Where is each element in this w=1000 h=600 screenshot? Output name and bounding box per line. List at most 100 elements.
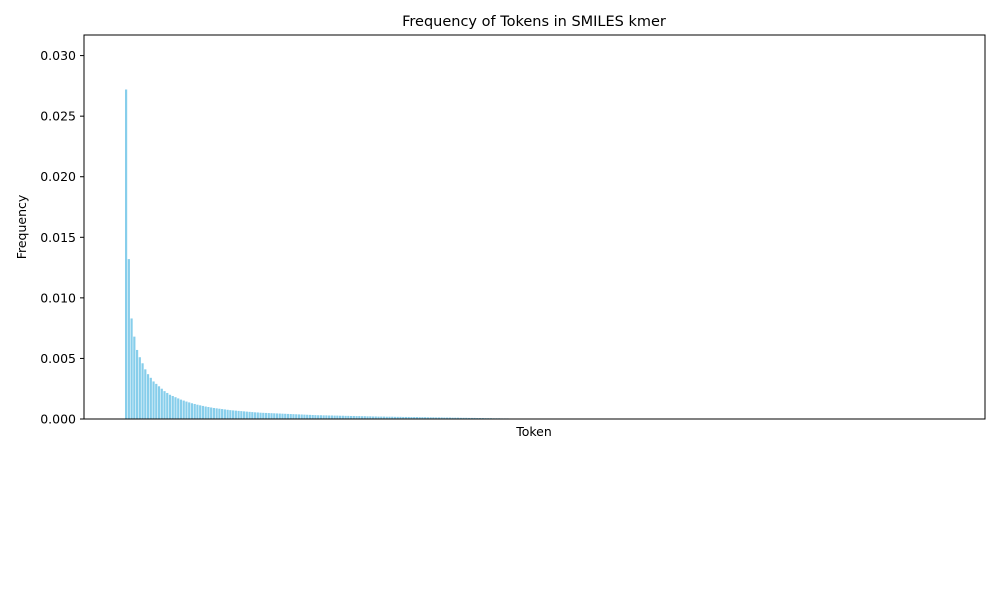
bar [201,405,205,419]
bar [456,417,460,419]
y-tick-label: 0.020 [40,169,76,184]
bar [355,416,358,419]
axes-frame [83,34,986,420]
bar [251,412,254,419]
bar [300,414,303,419]
bar [141,363,144,419]
bar [248,411,251,419]
bar [437,417,440,419]
bar [179,399,183,419]
bar [391,416,394,419]
y-axis-label: Frequency [14,194,29,259]
bar [275,413,279,419]
bar [286,413,290,419]
bar [339,415,342,419]
bar [385,416,388,419]
bar [144,369,147,419]
bar [182,400,185,419]
bar [196,404,199,419]
bar [352,415,355,419]
bar [443,417,446,419]
bar [289,414,292,419]
bar [402,416,405,419]
bar [371,416,375,419]
bar [138,357,141,419]
bar [218,408,221,419]
bar [330,415,333,419]
bar [393,416,397,419]
bar [135,349,139,419]
bar [467,417,471,419]
bar [360,416,364,419]
bar [284,413,287,419]
bar [146,374,150,419]
bar [221,409,224,419]
bar [319,415,323,419]
bar [314,415,317,419]
bar [377,416,380,419]
x-axis-label: Token [515,424,552,439]
bar [149,377,152,419]
bar [157,386,161,419]
bar [429,417,432,419]
bar [193,403,196,419]
bar [212,407,215,419]
bar [130,318,133,419]
bar [155,383,158,419]
bar [358,416,361,419]
y-tick-label: 0.010 [40,290,76,305]
bar [188,402,191,419]
bar [462,417,465,419]
bar [278,413,281,419]
bar [229,410,232,419]
bar [207,407,210,419]
bar [232,410,235,419]
chart-title: Frequency of Tokens in SMILES kmer [402,14,666,30]
bar [435,417,438,419]
bar [267,413,270,419]
bar [259,412,262,419]
bar [127,259,130,419]
bar [413,417,416,419]
bar [234,410,237,419]
bar [163,391,166,419]
bar [418,417,421,419]
bar [223,409,226,419]
bar [325,415,328,419]
bar [366,416,369,419]
bar [270,413,273,419]
bar [237,410,240,419]
bar [273,413,276,419]
y-tick-label: 0.005 [40,351,76,366]
bar [382,416,386,419]
bar [347,415,350,419]
bar [133,336,136,419]
bar [328,415,331,419]
bar [424,417,427,419]
bar [341,415,344,419]
bar [199,405,202,419]
bar [190,403,194,419]
plot-area [125,89,564,420]
bar [171,395,174,419]
bar [465,417,468,419]
bar [245,411,248,419]
bar [369,416,372,419]
bar [333,415,336,419]
bar [240,411,243,419]
bar [292,414,295,419]
bar [262,412,265,419]
y-tick-label: 0.015 [40,230,76,245]
bar [415,417,419,419]
bar [256,412,259,419]
bar [432,417,435,419]
bar [451,417,454,419]
bar [470,417,473,419]
bar [174,397,177,419]
bar [380,416,383,419]
bar [210,407,213,419]
bar [242,411,246,419]
bar [125,89,128,419]
y-tick-label: 0.000 [40,412,76,427]
